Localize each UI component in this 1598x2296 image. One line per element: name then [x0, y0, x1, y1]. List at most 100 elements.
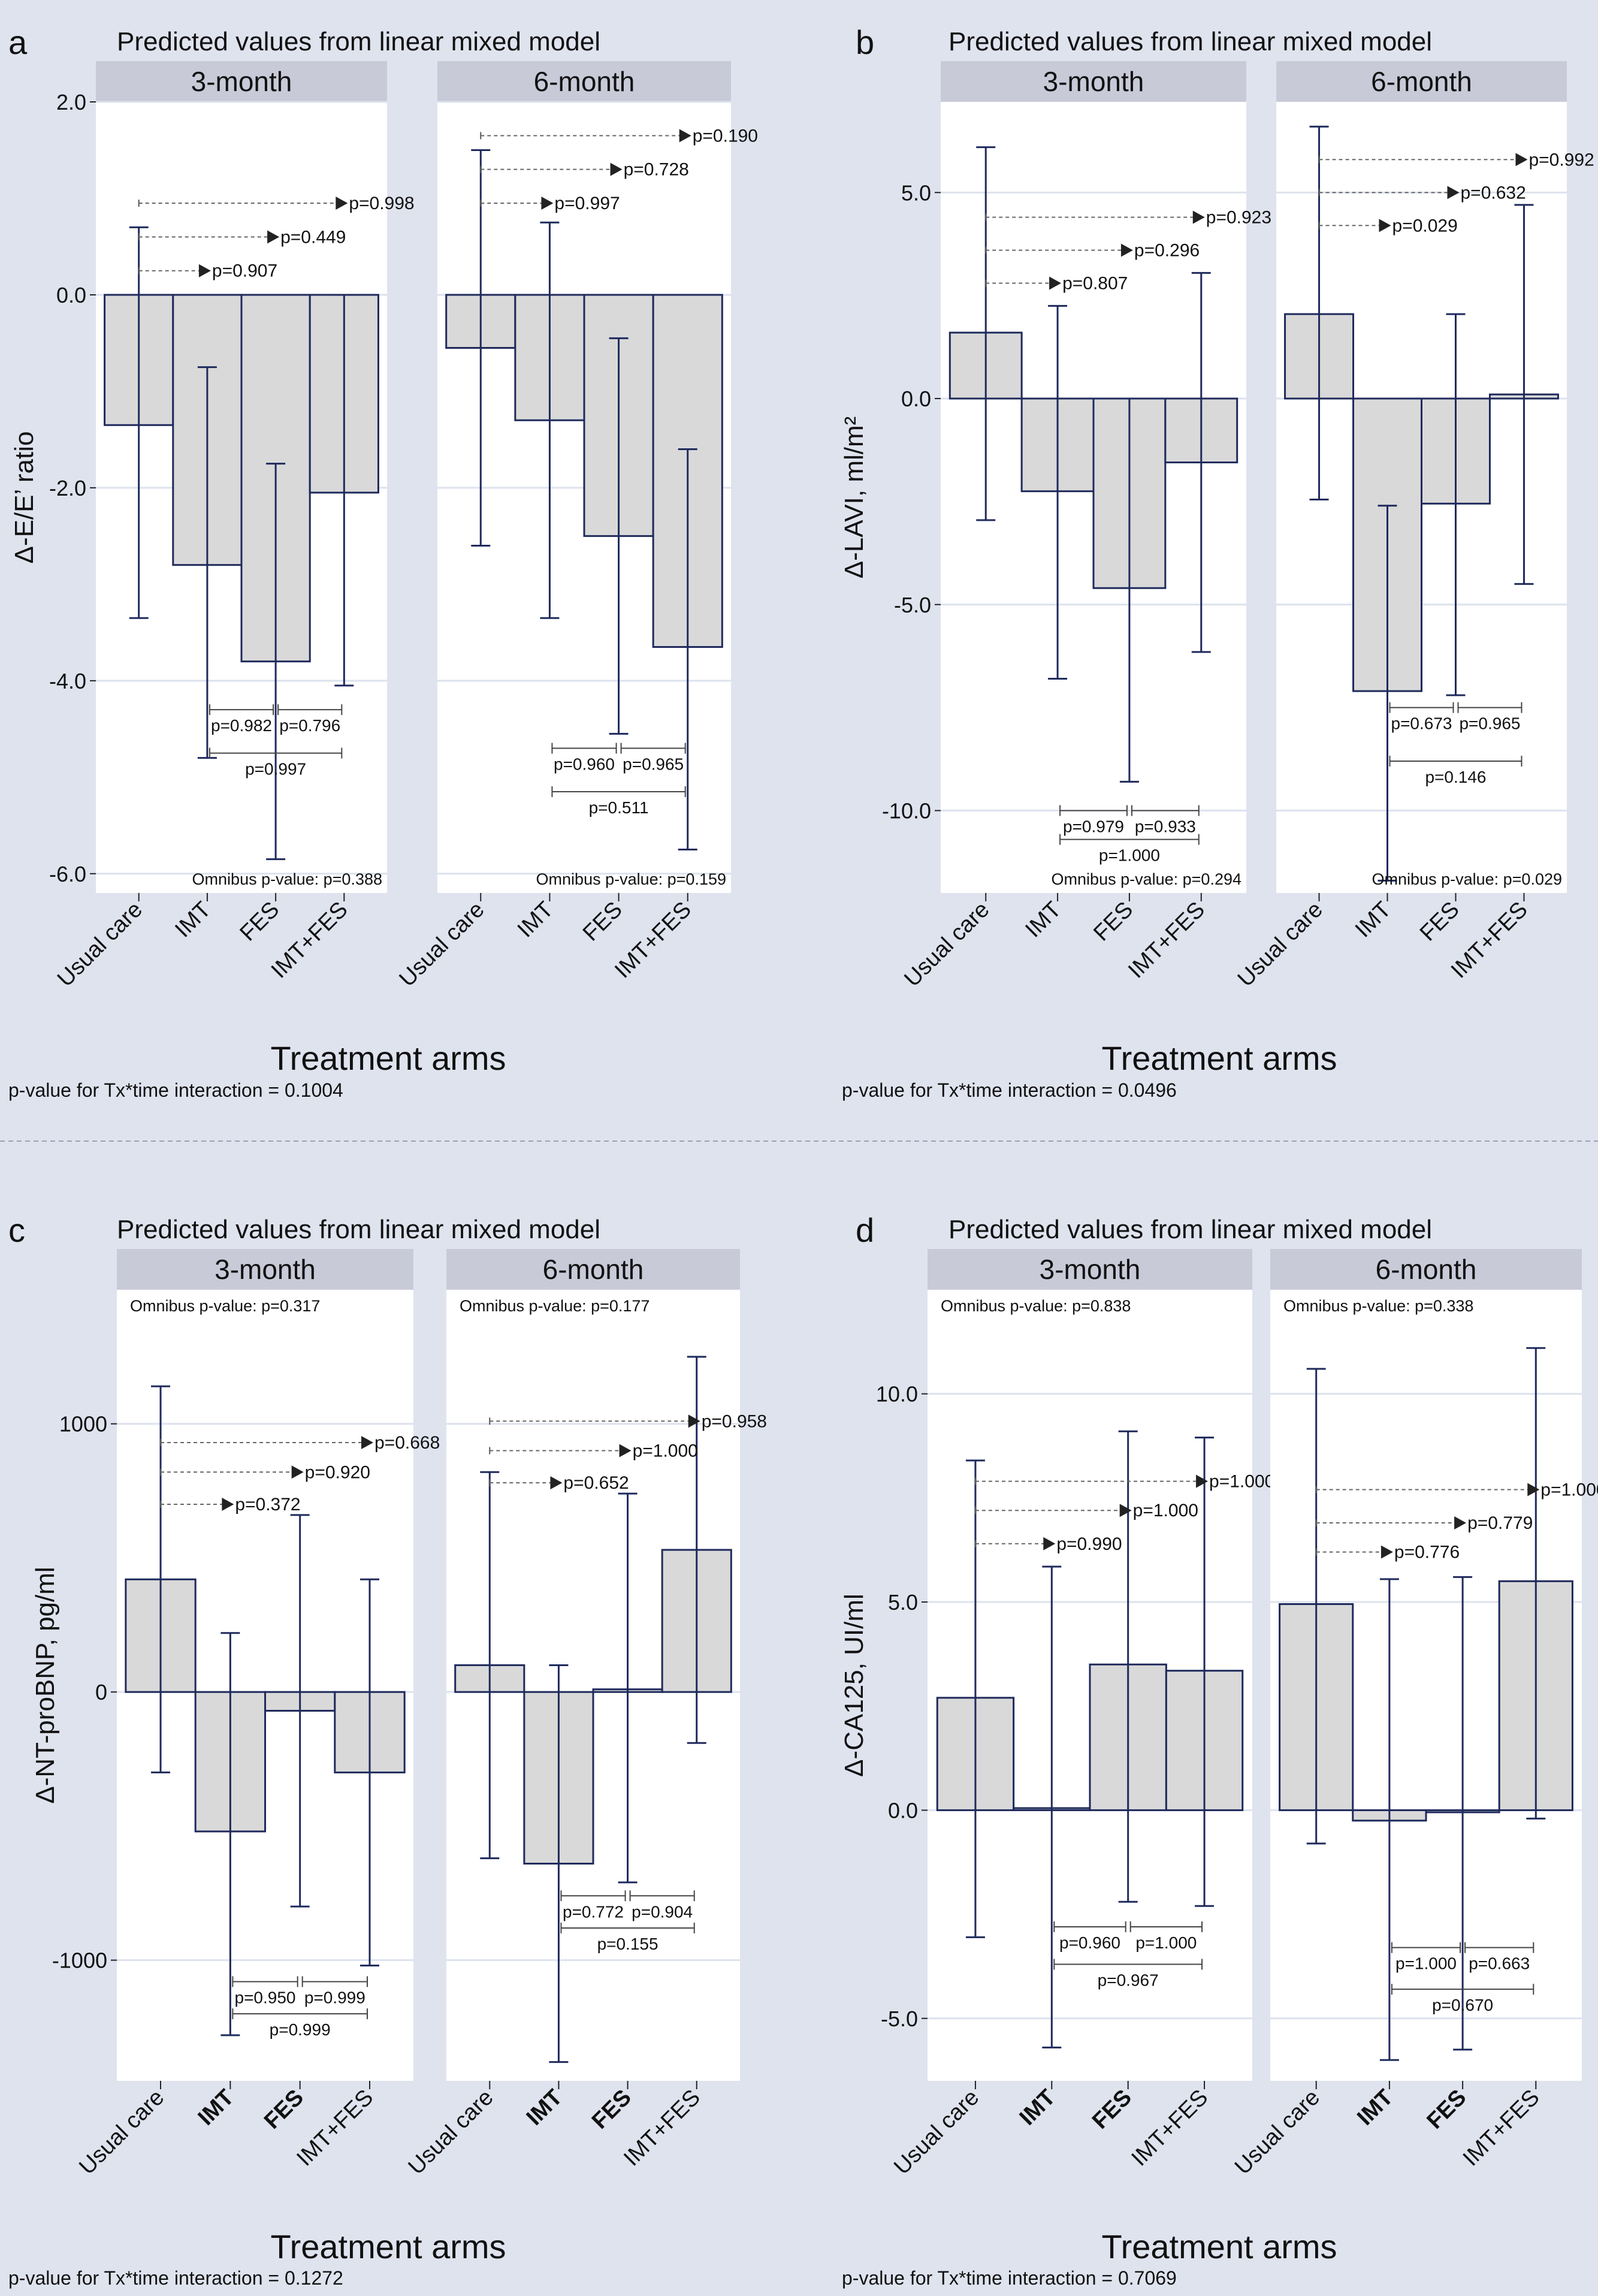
- omnibus-p-value: Omnibus p-value: p=0.159: [536, 870, 726, 888]
- panel-d: d Predicted values from linear mixed mode…: [839, 1211, 1598, 2289]
- x-tick-label-FES: FES: [1089, 897, 1138, 946]
- comparison-arrowhead: [541, 197, 554, 210]
- comparison-arrowhead: [688, 1414, 700, 1428]
- x-tick-label-Usual care: Usual care: [395, 897, 490, 992]
- x-tick-label-Usual care: Usual care: [74, 2085, 169, 2180]
- comparison-p-value: p=1.000: [633, 1441, 698, 1461]
- comparison-arrowhead: [1119, 1504, 1132, 1517]
- comparison-p-value: p=0.296: [1134, 241, 1200, 261]
- comparison-p-value: p=1.000: [1133, 1501, 1198, 1520]
- facet-strip-label: 6-month: [1376, 1254, 1477, 1285]
- x-tick-label-FES: FES: [1088, 2085, 1137, 2134]
- comparison-p-value: p=1.000: [1209, 1472, 1274, 1492]
- pairwise-p-value: p=0.999: [270, 2020, 331, 2039]
- comparison-arrowhead: [679, 129, 691, 143]
- facet-strip: [928, 1249, 1252, 1290]
- pairwise-p-value: p=0.663: [1469, 1954, 1530, 1973]
- interaction-p-value: p-value for Tx*time interaction = 0.0496: [842, 1079, 1177, 1101]
- comparison-p-value: p=0.992: [1528, 150, 1594, 170]
- comparison-p-value: p=0.190: [693, 126, 758, 146]
- pairwise-p-value: p=0.155: [597, 1935, 658, 1953]
- facet-6-month: 6-month p=0.776 p=0.779 p=1.000 p=1.000 p=0.6…: [1230, 1249, 1598, 2180]
- y-tick-label: -1000: [52, 1948, 107, 1973]
- comparison-arrowhead: [1192, 210, 1205, 224]
- interaction-p-value: p-value for Tx*time interaction = 0.7069: [842, 2267, 1177, 2289]
- x-tick-label-IMT: IMT: [1352, 2085, 1398, 2131]
- comparison-arrowhead: [1447, 186, 1460, 200]
- pairwise-p-value: p=0.772: [563, 1902, 624, 1921]
- panel-b: b Predicted values from linear mixed mode…: [839, 23, 1594, 1101]
- facet-strip-label: 3-month: [215, 1254, 316, 1285]
- facet-strip: [1276, 61, 1567, 102]
- y-tick-label: 5.0: [901, 180, 931, 205]
- comparison-arrowhead: [1120, 243, 1133, 257]
- pairwise-p-value: p=0.146: [1425, 768, 1486, 786]
- x-tick-label-FES: FES: [578, 897, 627, 946]
- comparison-p-value: p=0.776: [1394, 1543, 1460, 1562]
- comparison-p-value: p=0.029: [1392, 216, 1458, 236]
- panel-title: Predicted values from linear mixed model: [948, 1215, 1432, 1244]
- y-tick-label: 0: [95, 1680, 107, 1704]
- facet-strip: [96, 61, 387, 102]
- x-tick-label-FES: FES: [1415, 897, 1464, 946]
- pairwise-p-value: p=0.979: [1063, 817, 1124, 836]
- x-tick-label-FES: FES: [259, 2085, 309, 2134]
- comparison-arrowhead: [267, 230, 280, 244]
- pairwise-p-value: p=0.965: [1459, 714, 1520, 733]
- comparison-arrowhead: [336, 197, 348, 210]
- facet-strip: [117, 1249, 413, 1290]
- pairwise-p-value: p=0.904: [632, 1902, 693, 1921]
- panel-c: c Predicted values from linear mixed mode…: [8, 1211, 767, 2289]
- comparison-p-value: p=0.998: [349, 194, 414, 213]
- x-tick-label-IMT: IMT: [522, 2085, 567, 2131]
- y-axis-label: Δ-LAVI, ml/m²: [839, 417, 869, 579]
- comparison-arrowhead: [1049, 276, 1062, 290]
- comparison-p-value: p=0.668: [374, 1433, 440, 1453]
- comparison-arrowhead: [619, 1444, 632, 1458]
- facet-strip-label: 6-month: [543, 1254, 644, 1285]
- x-tick-label-Usual care: Usual care: [53, 897, 147, 992]
- comparison-arrowhead: [222, 1497, 234, 1511]
- pairwise-p-value: p=0.967: [1098, 1971, 1159, 1989]
- omnibus-p-value: Omnibus p-value: p=0.029: [1372, 870, 1562, 888]
- pairwise-p-value: p=0.950: [235, 1988, 296, 2007]
- facet-strip: [437, 61, 731, 102]
- y-tick-label: 0.0: [901, 387, 931, 411]
- comparison-p-value: p=0.372: [235, 1495, 300, 1514]
- comparison-arrowhead: [1380, 1545, 1393, 1559]
- y-tick-label: 2.0: [56, 90, 86, 114]
- facet-strip-label: 6-month: [534, 66, 635, 97]
- pairwise-p-value: p=0.960: [1059, 1933, 1120, 1952]
- x-tick-label-IMT: IMT: [194, 2085, 239, 2131]
- comparison-arrowhead: [198, 264, 211, 277]
- panel-a: a Predicted values from linear mixed mode…: [8, 23, 758, 1101]
- pairwise-p-value: p=0.960: [554, 755, 615, 774]
- pairwise-p-value: p=1.000: [1099, 846, 1160, 865]
- omnibus-p-value: Omnibus p-value: p=0.388: [192, 870, 382, 888]
- omnibus-p-value: Omnibus p-value: p=0.294: [1052, 870, 1241, 888]
- pairwise-p-value: p=1.000: [1395, 1954, 1457, 1973]
- pairwise-p-value: p=0.511: [589, 798, 649, 817]
- x-tick-label-Usual care: Usual care: [1233, 897, 1328, 992]
- omnibus-p-value: Omnibus p-value: p=0.338: [1283, 1297, 1473, 1315]
- comparison-p-value: p=0.728: [624, 160, 689, 180]
- x-axis-title: Treatment arms: [1101, 1039, 1337, 1077]
- facet-strip-label: 3-month: [1040, 1254, 1141, 1285]
- comparison-arrowhead: [361, 1436, 373, 1450]
- comparison-p-value: p=0.449: [280, 227, 346, 247]
- x-axis-title: Treatment arms: [270, 2228, 506, 2265]
- x-tick-label-IMT: IMT: [1015, 2085, 1061, 2131]
- panel-letter: a: [8, 23, 28, 61]
- facet-strip-label: 3-month: [1043, 66, 1144, 97]
- y-tick-label: -2.0: [49, 476, 86, 500]
- x-tick-label-Usual care: Usual care: [1230, 2085, 1325, 2180]
- omnibus-p-value: Omnibus p-value: p=0.177: [460, 1297, 650, 1315]
- comparison-p-value: p=1.000: [1540, 1480, 1598, 1500]
- y-tick-label: 5.0: [888, 1590, 918, 1615]
- comparison-arrowhead: [291, 1465, 304, 1479]
- interaction-p-value: p-value for Tx*time interaction = 0.1004: [8, 1079, 343, 1101]
- comparison-arrowhead: [1454, 1516, 1467, 1530]
